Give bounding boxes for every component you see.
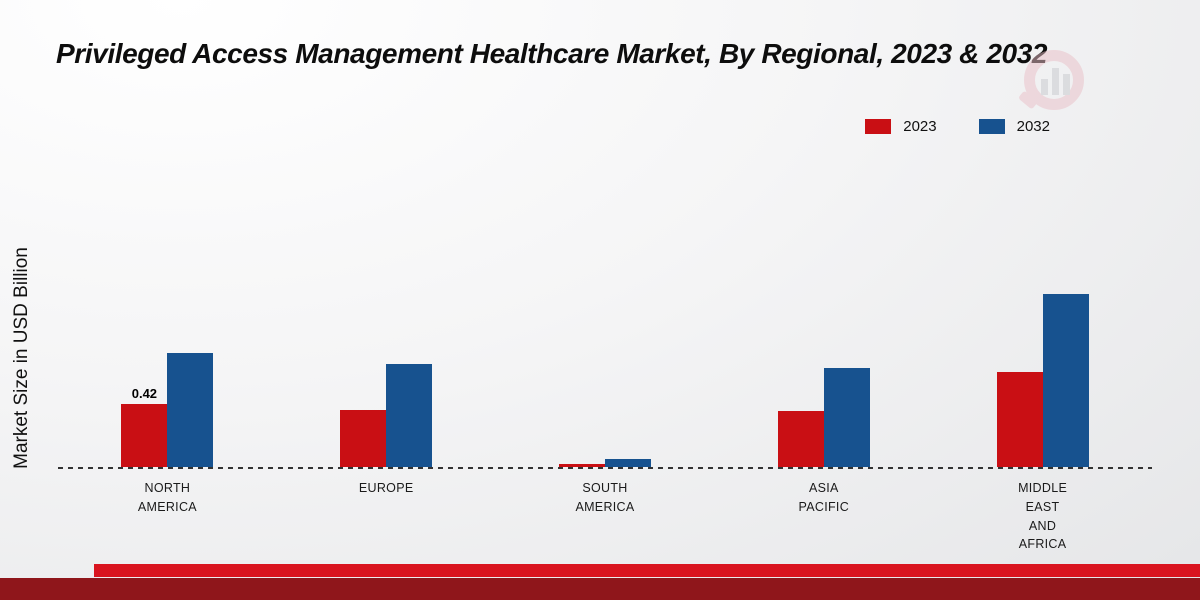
- bar-2032-middle-east-and-africa: [1042, 294, 1089, 467]
- legend-label-2032: 2032: [1016, 118, 1050, 135]
- category-group-middle-east-and-africa: MIDDLE EAST AND AFRICA: [933, 0, 1152, 554]
- y-axis-label: Market Size in USD Billion: [11, 247, 32, 469]
- bar-2032-asia-pacific: [823, 368, 870, 467]
- category-label-south-america: SOUTH AMERICA: [575, 481, 635, 514]
- bar-pair-europe: [340, 0, 433, 467]
- chart-title: Privileged Access Management Healthcare …: [56, 38, 1048, 69]
- footer-accent-bar-bottom: [0, 578, 1200, 600]
- bar-pair-south-america: [558, 0, 651, 467]
- x-axis-baseline: [58, 467, 1152, 469]
- legend-swatch-2023: [865, 119, 892, 134]
- bar-2023-asia-pacific: [777, 411, 824, 467]
- legend-item-2032: 2032: [978, 118, 1050, 135]
- bar-wrap-2032-north-america: [167, 353, 214, 467]
- bar-wrap-2032-middle-east-and-africa: [1042, 294, 1089, 467]
- bar-wrap-2032-asia-pacific: [823, 368, 870, 467]
- footer-accent-bar-top: [94, 564, 1200, 577]
- bar-2023-south-america: [558, 464, 605, 467]
- watermark-logo: [992, 50, 1084, 120]
- bar-2023-europe: [340, 410, 387, 467]
- category-label-asia-pacific: ASIA PACIFIC: [798, 481, 850, 514]
- bar-2032-north-america: [167, 353, 214, 467]
- legend: 2023 2032: [865, 118, 1050, 135]
- bar-2023-middle-east-and-africa: [996, 372, 1043, 467]
- category-group-europe: EUROPE: [277, 0, 496, 554]
- bar-wrap-2023-south-america: [558, 464, 605, 467]
- bar-wrap-2023-north-america: 0.42: [121, 386, 168, 467]
- bar-wrap-2023-middle-east-and-africa: [996, 372, 1043, 467]
- bar-2023-north-america: [121, 404, 168, 467]
- category-group-north-america: 0.42 NORTH AMERICA: [58, 0, 277, 554]
- plot-area: 0.42 NORTH AMERICA EUROPE SOUTH AMERICA ASIA PA…: [58, 0, 1152, 600]
- bar-wrap-2032-south-america: [604, 459, 651, 467]
- watermark-bar-chart-icon: [1041, 67, 1070, 95]
- bar-2032-south-america: [604, 459, 651, 467]
- bar-pair-asia-pacific: [777, 0, 870, 467]
- bar-groups: 0.42 NORTH AMERICA EUROPE SOUTH AMERICA ASIA PA…: [58, 0, 1152, 554]
- bar-wrap-2023-asia-pacific: [777, 411, 824, 467]
- legend-label-2023: 2023: [903, 118, 937, 135]
- category-label-middle-east-and-africa: MIDDLE EAST AND AFRICA: [1018, 481, 1068, 552]
- watermark-magnifier-icon: [1024, 50, 1084, 110]
- category-label-north-america: NORTH AMERICA: [137, 481, 197, 514]
- bar-wrap-2023-europe: [340, 410, 387, 467]
- legend-item-2023: 2023: [865, 118, 937, 135]
- legend-swatch-2032: [978, 119, 1005, 134]
- bar-pair-middle-east-and-africa: [996, 0, 1089, 467]
- category-group-asia-pacific: ASIA PACIFIC: [714, 0, 933, 554]
- bar-wrap-2032-europe: [386, 364, 433, 467]
- category-label-europe: EUROPE: [358, 481, 414, 495]
- bar-pair-north-america: 0.42: [121, 0, 214, 467]
- value-label-2023-north-america: 0.42: [131, 386, 158, 401]
- bar-2032-europe: [386, 364, 433, 467]
- category-group-south-america: SOUTH AMERICA: [496, 0, 715, 554]
